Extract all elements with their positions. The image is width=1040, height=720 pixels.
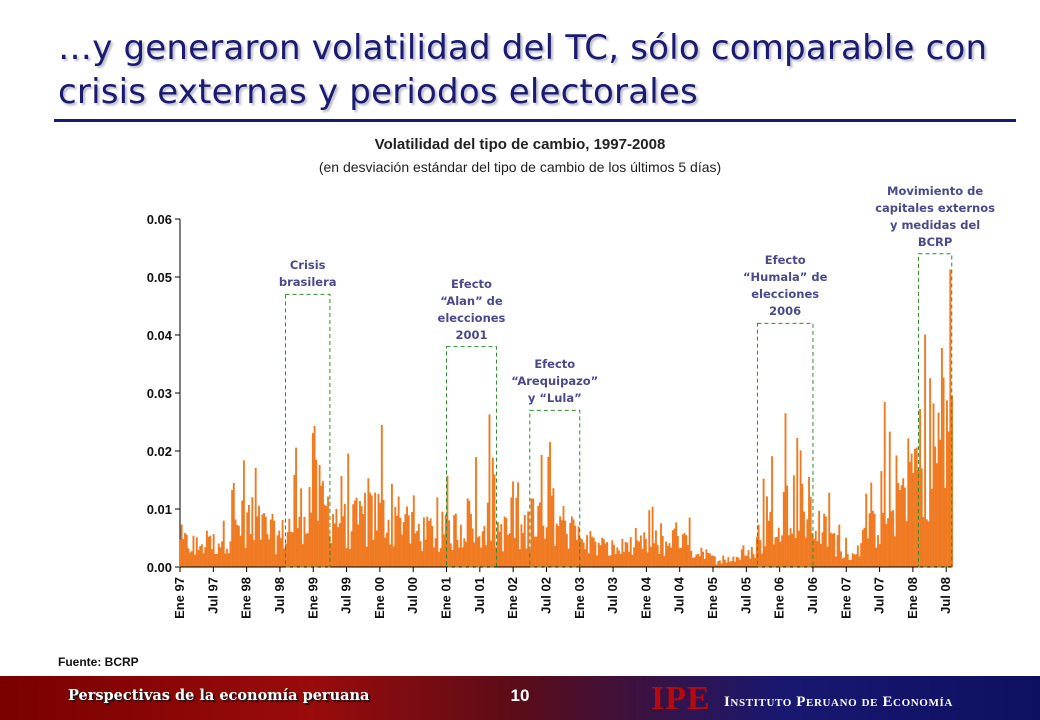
chart-title: Volatilidad del tipo de cambio, 1997-200… (374, 136, 666, 153)
annotation-box (756, 322, 814, 568)
slide-title: …y generaron volatilidad del TC, sólo co… (58, 28, 988, 112)
y-tick-label: 0.06 (147, 212, 172, 227)
x-tick-label: Jul 06 (805, 577, 820, 614)
chart-subtitle: (en desviación estándar del tipo de camb… (318, 159, 722, 175)
annotation-label: Efecto “Alan” de elecciones 2001 (437, 276, 506, 342)
x-tick-label: Ene 06 (772, 577, 787, 619)
y-tick-label: 0.04 (147, 328, 173, 343)
x-tick-label: Ene 01 (439, 577, 454, 619)
x-tick-label: Jul 07 (872, 577, 887, 614)
x-tick-label: Jul 05 (738, 577, 753, 614)
x-tick-label: Ene 04 (638, 576, 653, 619)
footer-presentation-title: Perspectivas de la economía peruana (68, 687, 370, 704)
x-tick-label: Jul 97 (205, 577, 220, 614)
x-tick-label: Ene 05 (705, 577, 720, 619)
x-tick-label: Jul 08 (938, 577, 953, 614)
y-tick-label: 0.02 (147, 444, 172, 459)
x-tick-label: Jul 04 (672, 576, 687, 614)
footer-bar (0, 676, 1040, 720)
x-tick-label: Ene 08 (905, 577, 920, 619)
annotation-box (446, 346, 497, 568)
x-tick-label: Ene 00 (372, 577, 387, 619)
y-tick-label: 0.00 (147, 560, 172, 575)
annotation-box (284, 293, 331, 568)
institute-name: Instituto Peruano de Economía (724, 694, 953, 710)
annotation-box (529, 409, 581, 568)
x-tick-label: Jul 03 (605, 577, 620, 614)
x-tick-label: Jul 00 (405, 577, 420, 614)
annotation-box (917, 253, 953, 568)
ipe-logo-mark: IPE (651, 680, 711, 717)
x-tick-label: Ene 03 (572, 577, 587, 619)
annotation-label: Movimiento de capitales externos y medidas… (875, 183, 995, 249)
x-tick-label: Ene 99 (305, 577, 320, 619)
series-bars (179, 269, 953, 567)
x-tick-label: Ene 07 (838, 577, 853, 619)
page-number: 10 (510, 686, 530, 705)
x-tick-label: Jul 99 (339, 577, 354, 614)
x-tick-label: Jul 01 (472, 577, 487, 614)
x-tick-label: Ene 98 (239, 577, 254, 619)
annotation-label: Efecto “Humala” de elecciones 2006 (742, 253, 828, 319)
y-tick-label: 0.03 (147, 386, 172, 401)
y-tick-label: 0.05 (147, 270, 172, 285)
x-tick-label: Jul 02 (538, 577, 553, 614)
x-tick-label: Jul 98 (272, 577, 287, 614)
x-tick-label: Ene 97 (172, 577, 187, 619)
annotation-label: Efecto “Arequipazo” y “Lula” (511, 357, 599, 406)
source-note: Fuente: BCRP (58, 655, 139, 669)
x-tick-label: Ene 02 (505, 577, 520, 619)
annotation-label: Crisis brasilera (278, 258, 337, 290)
title-underline (54, 119, 1016, 122)
y-tick-label: 0.01 (147, 502, 172, 517)
